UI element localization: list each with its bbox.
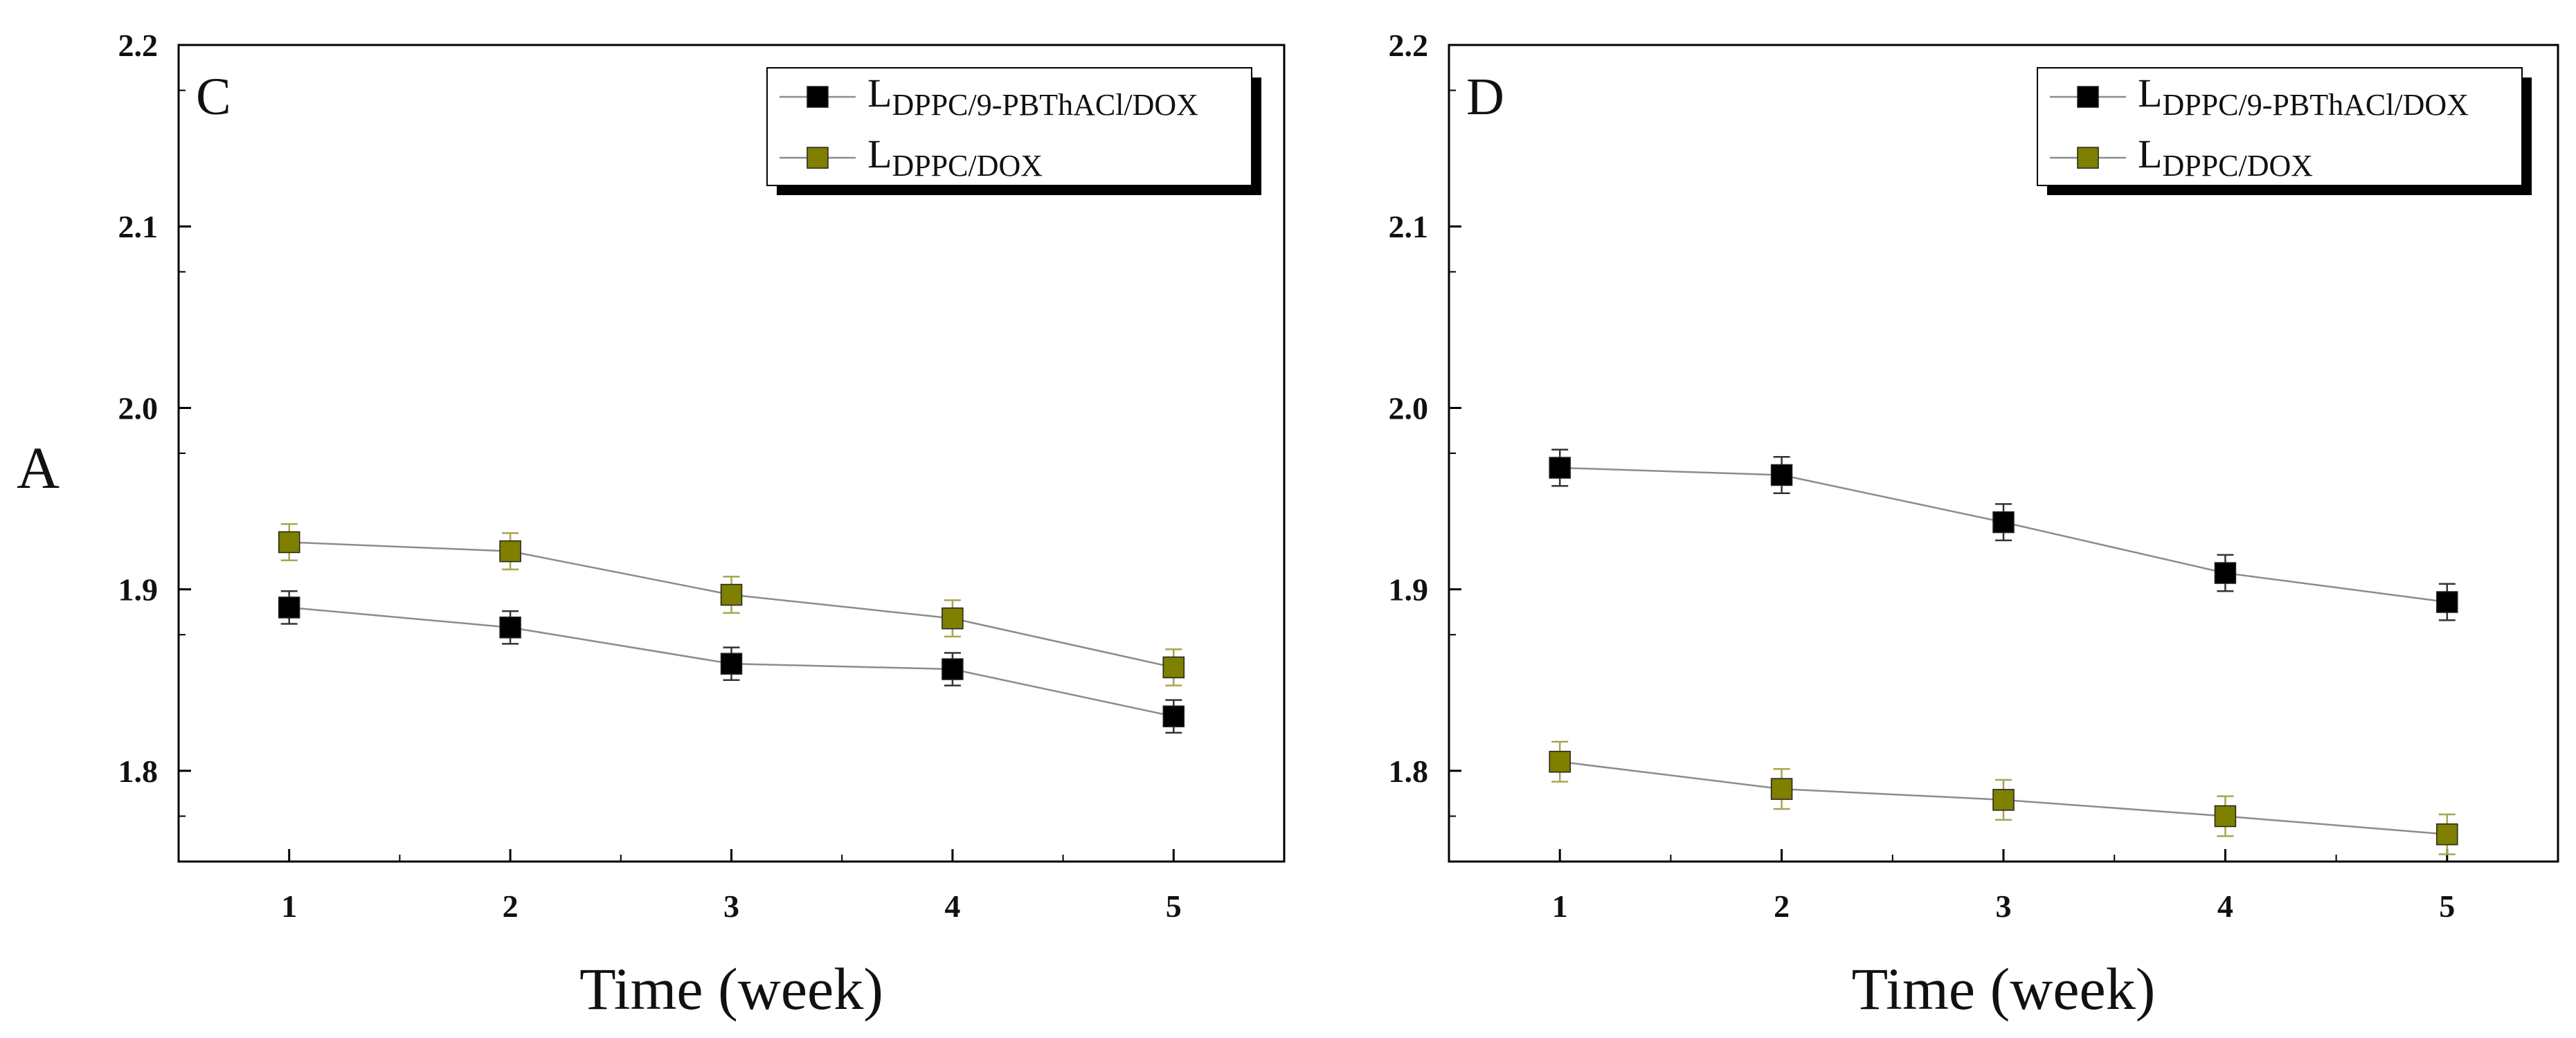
data-point — [1992, 511, 2015, 534]
data-point — [942, 607, 964, 630]
y-tick-label: 1.8 — [118, 754, 159, 789]
legend-label-main: L — [867, 131, 892, 176]
y-axis-title: A — [17, 435, 60, 501]
y-tick-label: 2.2 — [118, 28, 159, 63]
x-tick-label: 5 — [1166, 889, 1182, 924]
panel-label: D — [1466, 68, 1504, 126]
legend-label-subscript: DPPC/DOX — [892, 149, 1043, 183]
data-point — [720, 653, 743, 675]
x-tick-label: 3 — [723, 889, 739, 924]
x-tick-label: 4 — [2217, 889, 2233, 924]
x-tick-label: 5 — [2439, 889, 2455, 924]
data-point — [720, 583, 743, 606]
y-tick-label: 2.0 — [1389, 390, 1429, 426]
legend-label: LDPPC/9-PBThACl/DOX — [2138, 71, 2469, 122]
x-tick-label: 4 — [944, 889, 960, 924]
chart-panel-c: 1.8 1.9 2.0 2.1 2.2 1 2 3 4 5 Time (week) A C LDPPC/9… — [17, 28, 1286, 1022]
legend-label-main: L — [867, 71, 892, 116]
legend-label-subscript: DPPC/9-PBThACl/DOX — [892, 88, 1198, 122]
series-1 — [1549, 448, 2458, 621]
data-point — [2214, 805, 2237, 828]
data-point — [942, 658, 964, 680]
data-point — [1549, 457, 1571, 479]
data-point — [1162, 705, 1185, 727]
data-point — [278, 597, 300, 619]
y-tick-label: 2.0 — [118, 390, 159, 426]
y-tick-label: 2.2 — [1389, 28, 1429, 63]
data-point — [2214, 562, 2237, 584]
x-axis-title: Time (week) — [1852, 956, 2156, 1022]
y-tick-label: 1.8 — [1389, 754, 1429, 789]
legend-box — [2037, 67, 2523, 186]
x-tick-label: 2 — [503, 889, 519, 924]
chart-panel-d: 1.8 1.9 2.0 2.1 2.2 1 2 3 4 5 Time (week) D LDPPC/9-… — [1389, 28, 2559, 1022]
y-tick-label: 2.1 — [118, 209, 159, 244]
legend-marker — [2077, 86, 2099, 108]
data-point — [499, 616, 521, 639]
legend-label: LDPPC/DOX — [2138, 131, 2313, 183]
x-tick-label: 1 — [1552, 889, 1568, 924]
data-point — [1770, 778, 1793, 800]
x-tick-label: 2 — [1774, 889, 1790, 924]
x-axis-title: Time (week) — [579, 956, 883, 1022]
data-point — [2436, 591, 2458, 613]
y-tick-label: 2.1 — [1389, 209, 1429, 244]
legend-marker — [807, 86, 829, 108]
series-1 — [278, 590, 1185, 734]
data-point — [1549, 751, 1571, 773]
y-tick-label: 1.9 — [1389, 572, 1429, 608]
legend-label: LDPPC/DOX — [867, 131, 1043, 183]
legend-marker — [2077, 147, 2099, 169]
series-2 — [1549, 740, 2458, 855]
legend-label: LDPPC/9-PBThACl/DOX — [867, 71, 1198, 122]
legend-label-main: L — [2138, 131, 2162, 176]
data-point — [1992, 789, 2015, 811]
legend-label-subscript: DPPC/DOX — [2162, 149, 2313, 183]
legend-marker — [807, 147, 829, 169]
legend-box — [766, 67, 1252, 186]
data-point — [278, 531, 300, 554]
panel-label: C — [196, 68, 231, 126]
x-tick-label: 1 — [281, 889, 297, 924]
x-tick-label: 3 — [1996, 889, 2012, 924]
legend-label-main: L — [2138, 71, 2162, 116]
legend-label-subscript: DPPC/9-PBThACl/DOX — [2162, 88, 2469, 122]
data-point — [1162, 656, 1185, 679]
y-tick-label: 1.9 — [118, 572, 159, 608]
data-point — [499, 540, 521, 563]
data-point — [2436, 823, 2458, 846]
series-2 — [278, 523, 1185, 686]
data-point — [1770, 464, 1793, 486]
